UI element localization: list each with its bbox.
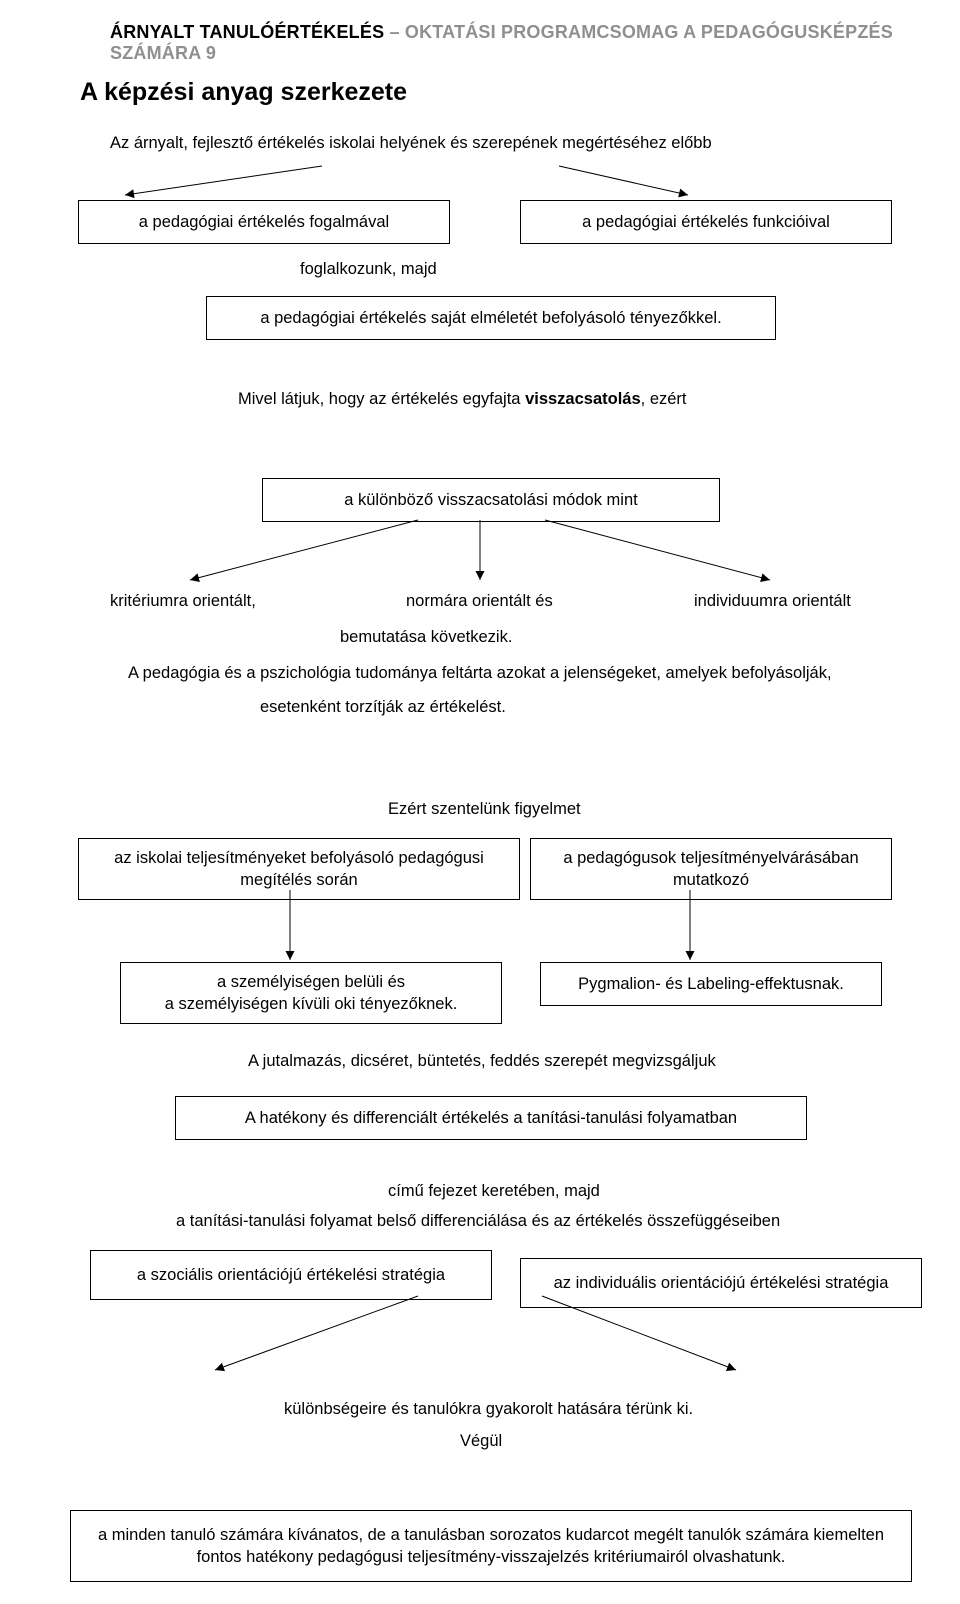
box-individualis-label: az individuális orientációjú értékelési … (554, 1272, 889, 1294)
torzitjak-text: esetenként torzítják az értékelést. (260, 696, 506, 720)
box-tenyezokkel-label: a pedagógiai értékelés saját elméletét b… (260, 307, 721, 329)
box-vegso: a minden tanuló számára kívánatos, de a … (70, 1510, 912, 1582)
box-vegso-label: a minden tanuló számára kívánatos, de a … (81, 1524, 901, 1569)
box-elvarasok: a pedagógusok teljesítményelvárásában mu… (530, 838, 892, 900)
bemutatasa-text: bemutatása következik. (340, 626, 512, 650)
visszacsatolas-text: Mivel látjuk, hogy az értékelés egyfajta… (238, 388, 687, 412)
jutalmazas-text: A jutalmazás, dicséret, büntetés, feddés… (248, 1050, 716, 1074)
box-modok-label: a különböző visszacsatolási módok mint (344, 489, 637, 511)
ezert-text: Ezért szentelünk figyelmet (388, 798, 581, 822)
box-okitenyezok-label: a személyiségen belüli és a személyisége… (165, 971, 458, 1016)
page: ÁRNYALT TANULÓÉRTÉKELÉS – OKTATÁSI PROGR… (0, 0, 960, 1604)
page-title: A képzési anyag szerkezete (80, 78, 407, 107)
pszichologia-text: A pedagógia és a pszichológia tudománya … (128, 662, 832, 686)
box-pygmalion-label: Pygmalion- és Labeling-effektusnak. (578, 973, 844, 995)
tanitasi-text: a tanítási-tanulási folyamat belső diffe… (176, 1210, 780, 1234)
page-header: ÁRNYALT TANULÓÉRTÉKELÉS – OKTATÁSI PROGR… (110, 22, 960, 64)
header-left: ÁRNYALT TANULÓÉRTÉKELÉS (110, 22, 384, 42)
box-fogalmaval-label: a pedagógiai értékelés fogalmával (139, 211, 389, 233)
box-modok: a különböző visszacsatolási módok mint (262, 478, 720, 522)
box-fogalmaval: a pedagógiai értékelés fogalmával (78, 200, 450, 244)
normara-text: normára orientált és (406, 590, 553, 614)
box-funkcioival: a pedagógiai értékelés funkcióival (520, 200, 892, 244)
intro-text: Az árnyalt, fejlesztő értékelés iskolai … (110, 132, 712, 156)
foglalkozunk-text: foglalkozunk, majd (300, 258, 437, 282)
box-okitenyezok: a személyiségen belüli és a személyisége… (120, 962, 502, 1024)
box-szocialis-label: a szociális orientációjú értékelési stra… (137, 1264, 445, 1286)
header-dash: – (384, 22, 405, 42)
kulonbsegeire-text: különbségeire és tanulókra gyakorolt hat… (284, 1398, 693, 1422)
box-hatekony: A hatékony és differenciált értékelés a … (175, 1096, 807, 1140)
kriterium-text: kritériumra orientált, (110, 590, 256, 614)
box-megiteles: az iskolai teljesítményeket befolyásoló … (78, 838, 520, 900)
box-megiteles-label: az iskolai teljesítményeket befolyásoló … (89, 847, 509, 892)
box-individualis: az individuális orientációjú értékelési … (520, 1258, 922, 1308)
box-funkcioival-label: a pedagógiai értékelés funkcióival (582, 211, 830, 233)
cimu-text: című fejezet keretében, majd (388, 1180, 600, 1204)
individuum-text: individuumra orientált (694, 590, 851, 614)
box-hatekony-label: A hatékony és differenciált értékelés a … (245, 1107, 737, 1129)
vegul-text: Végül (460, 1430, 502, 1454)
box-pygmalion: Pygmalion- és Labeling-effektusnak. (540, 962, 882, 1006)
box-tenyezokkel: a pedagógiai értékelés saját elméletét b… (206, 296, 776, 340)
box-elvarasok-label: a pedagógusok teljesítményelvárásában mu… (541, 847, 881, 892)
box-szocialis: a szociális orientációjú értékelési stra… (90, 1250, 492, 1300)
header-pagenum: 9 (201, 43, 216, 63)
